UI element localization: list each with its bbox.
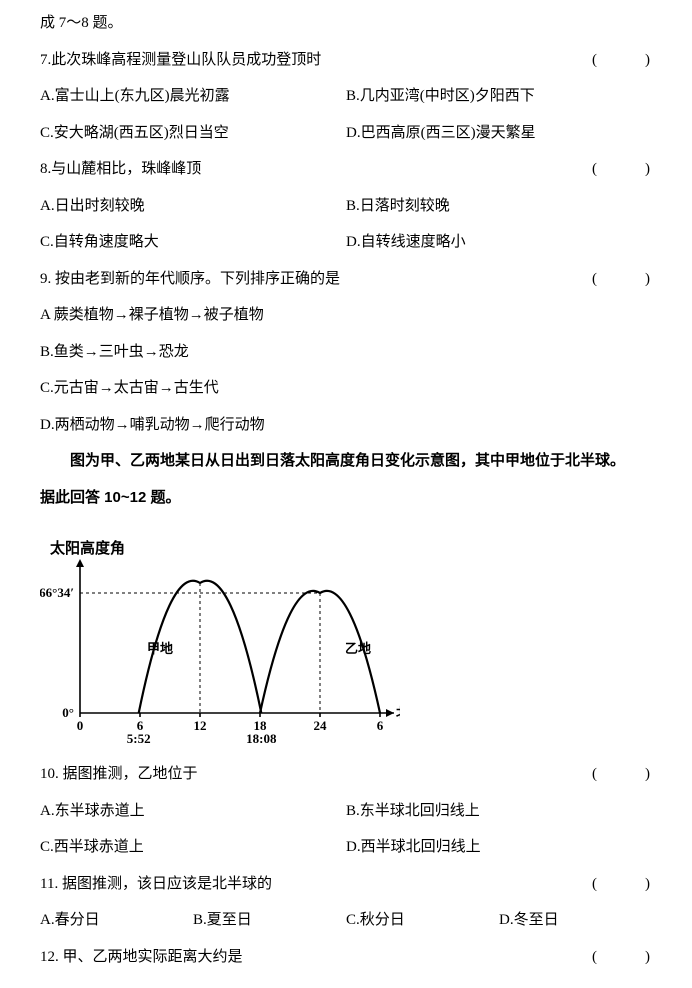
q9-C: C.元古宙→太古宙→古生代 [40,377,652,400]
q9-B: B.鱼类→三叶虫→恐龙 [40,341,652,364]
exam-page: 公众号： 成 7～8 题。 7.此次珠峰高程测量登山队队员成功登顶时 ( ) A… [0,0,692,988]
sun-angle-chart: 太阳高度角06121824666°34′0°甲地乙地5:5218:08北京时间(… [40,523,652,753]
q11-D: D.冬至日 [499,909,652,932]
q8-C: C.自转角速度略大 [40,231,346,254]
q9-stem-text: 9. 按由老到新的年代顺序。下列排序正确的是 [40,271,340,287]
svg-text:北京时间(时): 北京时间(时) [396,705,400,720]
q7-bracket: ( ) [592,49,652,72]
q12-stem-text: 12. 甲、乙两地实际距离大约是 [40,949,243,965]
q10-opts-row1: A.东半球赤道上 B.东半球北回归线上 [40,800,652,823]
q11-opts: A.春分日 B.夏至日 C.秋分日 D.冬至日 [40,909,652,932]
q7-D: D.巴西高原(西三区)漫天繁星 [346,122,652,145]
q10-stem-text: 10. 据图推测，乙地位于 [40,766,198,782]
q9-bracket: ( ) [592,268,652,291]
svg-text:太阳高度角: 太阳高度角 [50,539,125,557]
q10-stem: 10. 据图推测，乙地位于 ( ) [40,763,652,786]
fig-follow: 据此回答 10~12 题。 [40,487,652,510]
q10-A: A.东半球赤道上 [40,800,346,823]
q8-opts-row1: A.日出时刻较晚 B.日落时刻较晚 [40,195,652,218]
q8-opts-row2: C.自转角速度略大 D.自转线速度略小 [40,231,652,254]
q10-B: B.东半球北回归线上 [346,800,652,823]
q9-stem: 9. 按由老到新的年代顺序。下列排序正确的是 ( ) [40,268,652,291]
header-line: 成 7～8 题。 [40,12,652,35]
q8-D: D.自转线速度略小 [346,231,652,254]
q12-stem: 12. 甲、乙两地实际距离大约是 ( ) [40,946,652,969]
q11-bracket: ( ) [592,873,652,896]
svg-text:18:08: 18:08 [246,731,277,746]
q9-A: A 蕨类植物→裸子植物→被子植物 [40,304,652,327]
q11-stem-text: 11. 据图推测，该日应该是北半球的 [40,876,272,892]
svg-text:6: 6 [377,718,384,733]
svg-text:甲地: 甲地 [147,641,173,656]
chart-svg: 太阳高度角06121824666°34′0°甲地乙地5:5218:08北京时间(… [40,523,400,753]
q11-A: A.春分日 [40,909,193,932]
q10-opts-row2: C.西半球赤道上 D.西半球北回归线上 [40,836,652,859]
q7-stem-text: 7.此次珠峰高程测量登山队队员成功登顶时 [40,52,321,68]
q12-bracket: ( ) [592,946,652,969]
q9-D: D.两栖动物→哺乳动物→爬行动物 [40,414,652,437]
q7-B: B.几内亚湾(中时区)夕阳西下 [346,85,652,108]
q7-stem: 7.此次珠峰高程测量登山队队员成功登顶时 ( ) [40,49,652,72]
q8-bracket: ( ) [592,158,652,181]
q8-stem-text: 8.与山麓相比，珠峰峰顶 [40,161,201,177]
svg-text:0: 0 [77,718,84,733]
q7-opts-row2: C.安大略湖(西五区)烈日当空 D.巴西高原(西三区)漫天繁星 [40,122,652,145]
fig-intro: 图为甲、乙两地某日从日出到日落太阳高度角日变化示意图，其中甲地位于北半球。 [40,450,652,473]
q10-bracket: ( ) [592,763,652,786]
svg-text:乙地: 乙地 [345,641,371,656]
q10-C: C.西半球赤道上 [40,836,346,859]
q11-C: C.秋分日 [346,909,499,932]
q11-stem: 11. 据图推测，该日应该是北半球的 ( ) [40,873,652,896]
q8-stem: 8.与山麓相比，珠峰峰顶 ( ) [40,158,652,181]
svg-text:12: 12 [194,718,207,733]
svg-text:0°: 0° [62,705,74,720]
watermark-text: 公众号： [688,470,692,526]
q7-opts-row1: A.富士山上(东九区)晨光初露 B.几内亚湾(中时区)夕阳西下 [40,85,652,108]
q7-A: A.富士山上(东九区)晨光初露 [40,85,346,108]
q10-D: D.西半球北回归线上 [346,836,652,859]
q11-B: B.夏至日 [193,909,346,932]
q8-A: A.日出时刻较晚 [40,195,346,218]
svg-text:5:52: 5:52 [127,731,151,746]
svg-text:24: 24 [314,718,328,733]
svg-text:66°34′: 66°34′ [40,585,74,600]
q7-C: C.安大略湖(西五区)烈日当空 [40,122,346,145]
q8-B: B.日落时刻较晚 [346,195,652,218]
